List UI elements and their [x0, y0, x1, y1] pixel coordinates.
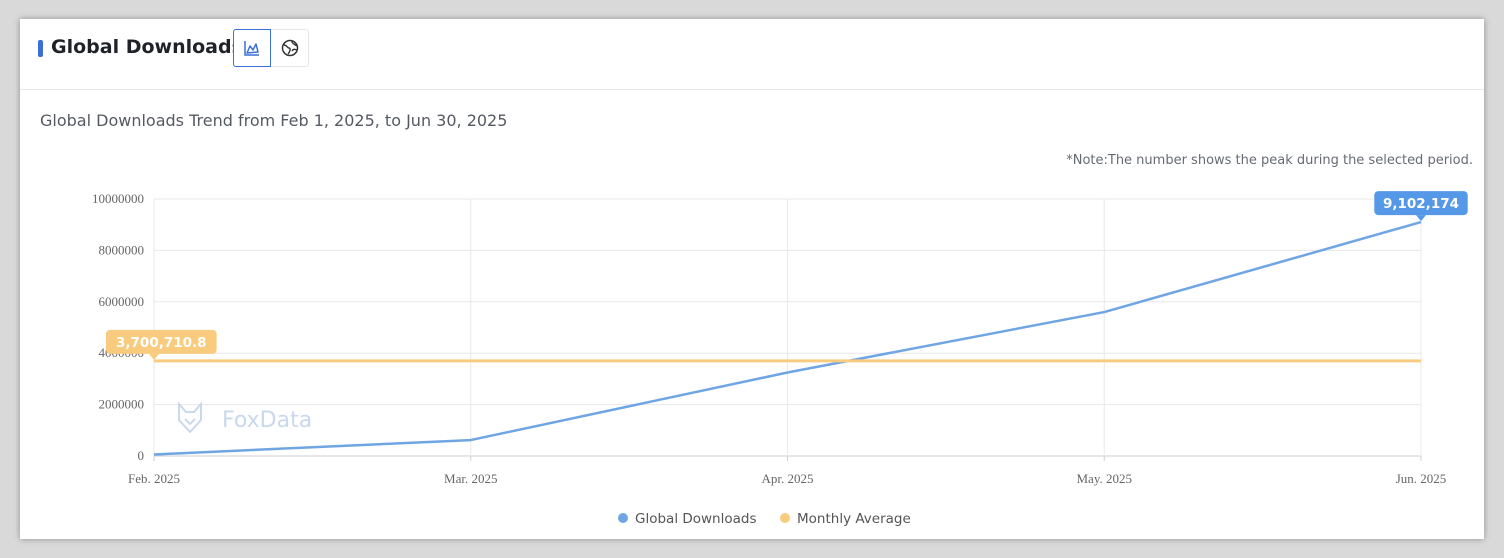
- downloads-chart: FoxData 02000000400000060000008000000100…: [92, 191, 1468, 527]
- watermark-text: FoxData: [222, 408, 312, 433]
- card-title: Global Downloads: [51, 36, 243, 58]
- watermark: FoxData: [178, 401, 312, 434]
- trend-chart-button[interactable]: [233, 29, 271, 67]
- y-axis: 0200000040000006000000800000010000000: [92, 191, 144, 463]
- x-tick-label: Mar. 2025: [444, 471, 497, 486]
- legend-label: Global Downloads: [635, 511, 757, 527]
- peak-note: *Note:The number shows the peak during t…: [1066, 153, 1473, 168]
- legend-marker: [780, 513, 790, 523]
- downloads-peak-tag: 9,102,174: [1374, 191, 1468, 222]
- x-tick-label: Feb. 2025: [128, 471, 180, 486]
- x-axis: Feb. 2025 Mar. 2025 Apr. 2025 May. 2025 Jun.…: [128, 456, 1446, 486]
- peak-tag-text: 3,700,710.8: [116, 335, 207, 351]
- map-view-button[interactable]: [271, 29, 309, 67]
- peak-tag-pointer: [149, 353, 159, 360]
- chart-legend[interactable]: Global Downloads Monthly Average: [618, 511, 911, 527]
- x-tick-label: Apr. 2025: [762, 471, 814, 486]
- downloads-card: Global Downloads Global Downloads Trend …: [20, 19, 1484, 539]
- peak-labels: 9,102,174 3,700,710.8: [106, 191, 1468, 360]
- y-tick-label: 10000000: [92, 191, 144, 206]
- peak-tag-box: [106, 329, 217, 354]
- downloads-line: [153, 220, 1422, 456]
- legend-label: Monthly Average: [797, 511, 911, 527]
- peak-tag-pointer: [1416, 215, 1426, 222]
- y-tick-label: 6000000: [99, 294, 145, 309]
- legend-downloads[interactable]: Global Downloads: [618, 511, 757, 527]
- x-tick-label: May. 2025: [1077, 471, 1133, 486]
- average-peak-tag: 3,700,710.8: [106, 329, 217, 360]
- y-tick-label: 2000000: [99, 397, 145, 412]
- peak-tag-text: 9,102,174: [1383, 196, 1459, 212]
- title-accent-bar: [38, 40, 43, 57]
- fox-logo-icon: [178, 401, 202, 434]
- chart-subtitle: Global Downloads Trend from Feb 1, 2025,…: [40, 111, 508, 130]
- globe-icon: [281, 39, 298, 57]
- x-tick-label: Jun. 2025: [1396, 471, 1447, 486]
- legend-monthly-average[interactable]: Monthly Average: [780, 511, 911, 527]
- peak-tag-box: [1374, 191, 1468, 216]
- chart-grid: [153, 198, 1422, 457]
- area-chart-icon: [244, 41, 259, 56]
- card-header: Global Downloads: [20, 19, 1484, 90]
- y-tick-label: 8000000: [99, 242, 145, 257]
- series-lines: [153, 220, 1422, 456]
- legend-marker: [618, 513, 628, 523]
- y-tick-label: 0: [138, 448, 145, 463]
